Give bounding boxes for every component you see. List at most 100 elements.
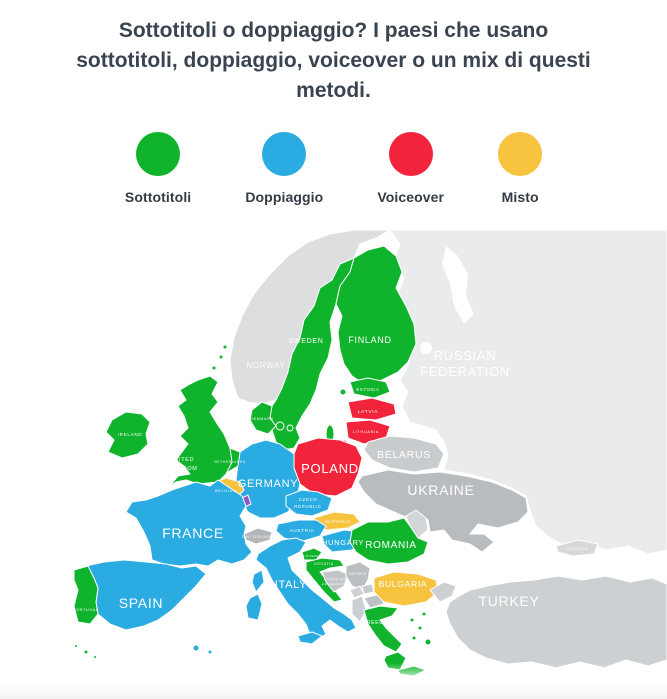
label-georgia: GEORGIA (566, 547, 589, 551)
greece-island-rhodes (424, 638, 432, 646)
lake-ladoga (420, 342, 432, 354)
legend-label-voiceover: Voiceover (377, 189, 445, 206)
legend-item-misto: Misto (498, 132, 543, 206)
legend-label-doppiaggio: Doppiaggio (245, 189, 324, 206)
island-madeira-2 (83, 649, 89, 655)
island-mallorca (192, 644, 200, 652)
label-czech-1: CZECH (299, 497, 318, 502)
country-latvia (347, 397, 397, 421)
country-slovenia (301, 547, 323, 561)
country-bulgaria (373, 571, 439, 607)
label-belarus: BELARUS (377, 449, 431, 461)
label-uk-1: UNITED (170, 457, 195, 463)
island-orkney (211, 365, 217, 371)
label-bosnia-1: BOSNIA AND (324, 577, 348, 581)
label-belgium: BELGIUM (215, 489, 237, 493)
label-russia-2: FEDERATION (420, 364, 510, 379)
island-madeira-3 (93, 655, 97, 659)
country-turkey-european (429, 581, 457, 603)
legend-label-misto: Misto (501, 189, 539, 206)
country-finland (335, 245, 417, 385)
label-portugal: PORTUGAL (73, 608, 98, 612)
label-sweden: SWEDEN (289, 338, 324, 345)
label-slovenia: SLOVENIA (301, 554, 322, 558)
island-shetland-2 (222, 344, 228, 350)
legend-swatch-misto (498, 132, 543, 177)
greece-peloponnese (383, 651, 407, 671)
country-czech-republic (285, 489, 333, 517)
page-title: Sottotitoli o doppiaggio? I paesi che us… (76, 19, 591, 102)
island-saaremaa (339, 388, 347, 396)
country-albania (351, 595, 367, 623)
label-latvia: LATVIA (358, 409, 378, 415)
island-zealand (275, 421, 285, 431)
island-corsica (251, 569, 265, 593)
country-ukraine (357, 469, 529, 553)
country-united-kingdom (169, 375, 233, 487)
label-italy: ITALY (275, 579, 307, 591)
label-germany: GERMANY (238, 478, 299, 490)
label-serbia: SERBIA (349, 572, 366, 576)
label-croatia: CROATIA (314, 562, 334, 566)
legend-swatch-doppiaggio (262, 132, 307, 177)
label-uk-2: KINGDOM (166, 466, 197, 472)
legend-item-doppiaggio: Doppiaggio (245, 132, 323, 205)
label-hungary: HUNGARY (322, 538, 364, 547)
label-russia-1: RUSSIAN (434, 348, 497, 363)
country-france (125, 479, 253, 567)
country-georgia (555, 539, 599, 557)
greece-island-3 (411, 635, 417, 641)
country-portugal (73, 565, 99, 625)
country-turkey (445, 575, 667, 669)
label-turkey: TURKEY (479, 593, 540, 609)
island-menorca (207, 649, 213, 655)
island-funen (286, 424, 294, 432)
island-shetland-1 (218, 354, 224, 360)
label-czech-2: REPUBLIC (294, 504, 322, 509)
label-poland: POLAND (301, 461, 359, 476)
label-slovakia: SLOVAKIA (325, 519, 351, 524)
island-madeira-1 (74, 644, 78, 648)
white-sea (442, 246, 474, 324)
label-ireland: IRELAND (118, 432, 143, 437)
island-sardinia (245, 593, 263, 621)
country-italy (255, 537, 357, 641)
legend-item-voiceover: Voiceover (377, 132, 444, 205)
country-switzerland (243, 527, 273, 545)
label-romania: ROMANIA (365, 540, 417, 551)
label-switzerland: SWITZERLAND (242, 535, 273, 539)
label-finland: FINLAND (348, 335, 391, 345)
country-austria (275, 519, 327, 543)
country-belarus (363, 435, 445, 473)
label-france: FRANCE (162, 525, 224, 541)
label-norway: NORWAY (246, 361, 285, 370)
country-romania (349, 517, 429, 565)
label-ukraine: UKRAINE (407, 482, 474, 498)
greece-island-1 (409, 617, 415, 623)
island-crete (397, 665, 427, 677)
greece-island-4 (421, 611, 427, 617)
legend: Sottotitoli Doppiaggio Voiceover Misto (0, 132, 667, 205)
legend-label-sottotitoli: Sottotitoli (124, 189, 192, 206)
europe-map: RUSSIAN FEDERATION NORWAY SWEDEN FINLAND… (0, 230, 667, 699)
label-lithuania: LITHUANIA (353, 430, 379, 434)
legend-item-sottotitoli: Sottotitoli (125, 132, 191, 205)
greece-island-2 (417, 625, 423, 631)
label-bulgaria: BULGARIA (379, 579, 428, 589)
legend-swatch-sottotitoli (136, 132, 181, 177)
label-netherlands: NETHERLANDS (214, 460, 245, 464)
label-spain: SPAIN (119, 595, 163, 611)
label-greece: GREECE (362, 620, 387, 626)
country-ireland (105, 411, 151, 459)
country-estonia (349, 377, 391, 399)
island-sicily (297, 631, 323, 645)
country-kosovo (361, 583, 375, 595)
label-bosnia-2: HERZEGOVINA (322, 582, 350, 586)
country-greece (363, 605, 403, 653)
legend-swatch-voiceover (388, 132, 433, 177)
label-austria: AUSTRIA (290, 528, 315, 533)
country-bosnia (321, 569, 349, 593)
label-denmark: DENMARK (250, 417, 274, 421)
label-estonia: ESTONIA (356, 387, 379, 392)
